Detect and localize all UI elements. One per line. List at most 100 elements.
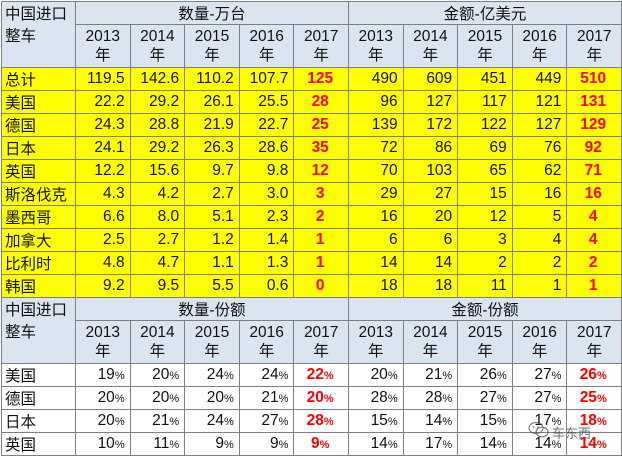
cell-value: 4	[588, 231, 598, 248]
quantity-cell: 9.7	[184, 159, 240, 183]
quantity-cell: 142.6	[129, 67, 186, 91]
cell-value: 3	[315, 185, 325, 202]
year-suffix: 年	[204, 47, 220, 64]
cell-value: 25	[311, 116, 329, 133]
cell-value: 139	[371, 116, 398, 133]
amount-cell: 20%	[348, 363, 404, 387]
amount-cell: 14%	[511, 432, 568, 456]
cell-value: 449	[535, 70, 562, 87]
year-value: 2013	[85, 28, 121, 45]
wechat-icon	[528, 421, 549, 438]
cell-value: 12.2	[94, 162, 125, 179]
year-header: 2013 年	[75, 320, 131, 364]
quantity-cell: 119.5	[75, 67, 131, 91]
year-suffix: 年	[368, 47, 384, 64]
year-value: 2017	[576, 324, 612, 341]
cell-value: 4.7	[157, 254, 180, 271]
cell-value: 9.8	[266, 162, 289, 179]
row-header-label-line: 中国进口	[5, 302, 68, 319]
year-suffix: 年	[586, 343, 602, 360]
year-header: 2017 年	[293, 320, 349, 364]
amount-cell: 65	[457, 159, 513, 183]
percent-sign: %	[387, 439, 398, 451]
cell-value: 6	[443, 231, 453, 248]
cell-value: 18	[434, 277, 453, 294]
cell-value: 15.6	[149, 162, 180, 179]
quantity-cell: 2.3	[238, 205, 295, 229]
quantity-cell: 15.6	[129, 159, 186, 183]
cell-value: 103	[426, 162, 453, 179]
quantity-cell: 11%	[129, 432, 186, 456]
cell-value: 14	[579, 435, 597, 452]
amount-cell: 15	[457, 182, 513, 206]
cell-value: 25	[579, 389, 597, 406]
quantity-cell: 35	[293, 136, 349, 160]
year-suffix: 年	[531, 47, 548, 64]
amount-cell: 15%	[457, 409, 513, 433]
cell-value: 29.2	[149, 93, 180, 110]
cell-value: 20	[97, 412, 115, 429]
quantity-cell: 25.5	[238, 90, 295, 114]
cell-value: 0	[315, 277, 325, 294]
cell-value: 5.1	[212, 208, 234, 225]
amount-cell: 27%	[511, 363, 568, 387]
amount-cell: 5	[511, 205, 568, 229]
year-value: 2013	[358, 28, 394, 45]
table-row: 加拿大 2.5 2.7 1.2 1.4 1 6 6 3 4 4	[1, 228, 622, 252]
year-header: 2016 年	[511, 320, 568, 364]
table-row: 比利时 4.8 4.7 1.1 1.3 1 14 14 2 2 2	[1, 251, 622, 275]
year-value: 2013	[85, 324, 121, 341]
table-row: 德国 24.3 28.8 21.9 22.7 25 139 172 122 127 129	[1, 113, 622, 137]
year-value: 2016	[249, 28, 284, 45]
cell-value: 6	[388, 231, 398, 248]
cell-value: 14	[380, 254, 398, 271]
amount-cell: 1	[566, 274, 622, 298]
block1-year-row: 2013 年 2014 年 2015 年 2016 年 2017 年 2013 年 2014 年 2015 年…	[2, 24, 622, 68]
amount-cell: 28%	[348, 386, 404, 410]
year-header: 2014 年	[129, 24, 186, 68]
amount-cell: 449	[511, 67, 568, 91]
table-row: 美国 19% 20% 24% 24% 22% 20% 21% 26% 27% 26%	[1, 363, 622, 387]
amount-cell: 27	[402, 182, 459, 206]
year-suffix: 年	[368, 343, 384, 360]
percent-sign: %	[442, 416, 453, 428]
quantity-cell: 1.1	[184, 251, 240, 275]
quantity-cell: 5.1	[184, 205, 240, 229]
quantity-cell: 4.7	[129, 251, 186, 275]
cell-value: 26	[479, 366, 497, 383]
year-header: 2014 年	[402, 320, 459, 364]
amount-cell: 86	[402, 136, 459, 160]
cell-value: 11	[490, 277, 507, 294]
cell-value: 4.3	[103, 185, 125, 202]
percent-sign: %	[387, 370, 398, 382]
cell-value: 1	[315, 254, 325, 271]
quantity-cell: 22.7	[238, 113, 295, 137]
quantity-cell: 19%	[75, 363, 131, 387]
country-name: 英国	[1, 159, 76, 183]
year-header: 2016 年	[238, 320, 295, 364]
percent-sign: %	[169, 393, 180, 405]
table-row: 英国 12.2 15.6 9.7 9.8 12 70 103 65 62 71	[1, 159, 622, 183]
percent-sign: %	[323, 416, 334, 428]
watermark-text: 车东西	[552, 426, 592, 441]
year-header: 2013 年	[348, 24, 404, 68]
year-value: 2016	[522, 324, 557, 341]
amount-cell: 4	[566, 205, 622, 229]
block2-header-row: 中国进口 整车 数量-份额 金额-份额	[1, 297, 622, 364]
amount-cell: 29	[348, 182, 404, 206]
amount-cell: 70	[348, 159, 404, 183]
quantity-group-title: 数量-万台	[75, 1, 349, 25]
amount-cell: 16	[566, 182, 622, 206]
cell-value: 0.6	[266, 277, 289, 294]
cell-value: 11	[153, 435, 170, 452]
quantity-cell: 12.2	[75, 159, 131, 183]
year-header: 2016 年	[238, 24, 295, 68]
quantity-cell: 29.2	[129, 136, 186, 160]
row-header-label-line: 整车	[5, 28, 37, 45]
cell-value: 76	[544, 139, 562, 156]
year-suffix: 年	[313, 47, 329, 64]
cell-value: 20	[152, 366, 170, 383]
cell-value: 69	[489, 139, 507, 156]
amount-cell: 16	[511, 182, 568, 206]
